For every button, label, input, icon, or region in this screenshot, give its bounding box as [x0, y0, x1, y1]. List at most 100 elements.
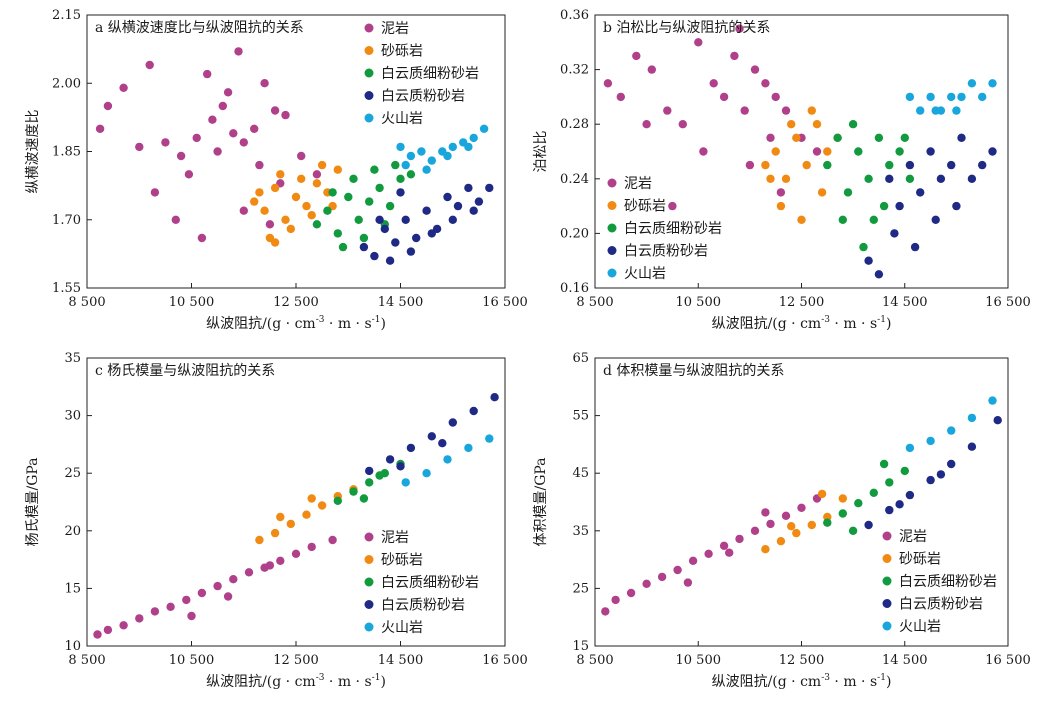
x-tick-label: 12 500 — [273, 295, 319, 310]
data-point — [704, 549, 713, 558]
data-point — [668, 201, 677, 211]
data-point — [797, 503, 806, 512]
data-point — [291, 192, 301, 202]
series-火山岩 — [905, 79, 997, 115]
legend-swatch — [364, 532, 374, 542]
x-tick-label: 16 500 — [985, 295, 1031, 310]
data-point — [663, 106, 672, 115]
data-point — [978, 160, 987, 170]
data-point — [270, 238, 280, 247]
data-point — [905, 174, 915, 183]
data-point — [750, 65, 760, 74]
legend-label: 砂砾岩 — [899, 552, 941, 568]
data-point — [328, 535, 337, 545]
x-tick-label: 14 500 — [378, 653, 424, 668]
data-point — [422, 469, 431, 478]
y-tick-label: 2.15 — [52, 8, 81, 23]
data-point — [469, 406, 478, 416]
y-tick-label: 25 — [64, 466, 81, 481]
x-tick-label: 8 500 — [576, 653, 613, 668]
data-point — [197, 588, 207, 598]
data-point — [657, 572, 667, 582]
data-point — [448, 142, 457, 152]
data-point — [802, 160, 811, 170]
legend-swatch — [607, 223, 617, 233]
data-point — [349, 487, 358, 496]
y-tick-label: 1.55 — [52, 281, 81, 296]
data-point — [307, 542, 316, 552]
data-point — [485, 183, 494, 193]
data-point — [406, 170, 416, 179]
y-tick-label: 0.32 — [560, 63, 589, 78]
series-白云质细粉砂岩 — [823, 459, 909, 535]
legend-label: 白云质细粉砂岩 — [899, 574, 997, 590]
data-point — [854, 147, 863, 156]
data-point — [787, 522, 796, 531]
data-point — [333, 165, 342, 174]
legend-label: 泥岩 — [381, 21, 409, 37]
series-白云质粉砂岩 — [864, 416, 1002, 530]
data-point — [688, 556, 698, 565]
data-point — [281, 215, 290, 224]
data-point — [417, 147, 426, 156]
chart-title: a 纵横波速度比与纵波阻抗的关系 — [95, 20, 304, 36]
data-point — [879, 459, 889, 469]
data-point — [781, 511, 791, 520]
x-tick-label: 8 500 — [576, 295, 613, 310]
data-point — [218, 101, 227, 111]
legend-swatch — [882, 554, 892, 563]
data-point — [642, 120, 651, 129]
data-point — [936, 174, 946, 183]
data-point — [781, 106, 791, 115]
data-point — [745, 160, 755, 170]
data-point — [135, 614, 144, 623]
y-tick-label: 15 — [64, 581, 81, 596]
data-point — [365, 197, 374, 206]
data-point — [838, 509, 847, 518]
x-tick-label: 12 500 — [779, 653, 825, 668]
data-point — [192, 133, 201, 143]
legend-swatch — [882, 531, 892, 541]
data-point — [223, 592, 233, 601]
y-tick-label: 10 — [64, 639, 81, 654]
data-point — [265, 220, 275, 229]
data-point — [229, 575, 238, 584]
x-axis-label: 纵波阻抗/(g · cm-3 · m · s-1) — [206, 673, 386, 690]
data-point — [276, 512, 285, 522]
data-point — [859, 242, 868, 252]
data-point — [448, 215, 457, 224]
data-point — [952, 106, 961, 115]
data-point — [464, 443, 473, 453]
chart-title: b 泊松比与纵波阻抗的关系 — [603, 20, 770, 36]
legend-label: 白云质粉砂岩 — [624, 244, 708, 260]
series-砂砾岩 — [255, 485, 358, 545]
x-axis-label: 纵波阻抗/(g · cm-3 · m · s-1) — [712, 315, 892, 332]
data-point — [176, 151, 186, 161]
data-point — [905, 443, 915, 453]
y-tick-label: 20 — [64, 524, 81, 539]
data-point — [365, 466, 374, 476]
data-point — [406, 247, 416, 256]
data-point — [464, 142, 473, 152]
data-point — [988, 79, 997, 88]
data-point — [150, 607, 160, 616]
y-tick-label: 45 — [572, 466, 589, 481]
data-point — [234, 47, 243, 56]
data-point — [302, 510, 311, 519]
data-point — [776, 201, 786, 211]
data-point — [874, 270, 884, 279]
y-tick-label: 0.28 — [560, 117, 589, 132]
data-point — [265, 561, 275, 570]
y-tick-label: 2.00 — [52, 76, 81, 91]
chart-panel-d: 8 500 10 500 12 500 14 500 16 500 15 25 35 45 55 6… — [533, 351, 1031, 690]
legend-swatch — [364, 23, 374, 33]
data-point — [166, 602, 175, 611]
data-point — [740, 106, 749, 115]
series-火山岩 — [905, 396, 997, 453]
legend-label: 白云质粉砂岩 — [381, 598, 465, 614]
data-point — [406, 151, 416, 161]
data-point — [375, 183, 384, 193]
data-point — [957, 133, 966, 142]
data-point — [297, 151, 306, 161]
